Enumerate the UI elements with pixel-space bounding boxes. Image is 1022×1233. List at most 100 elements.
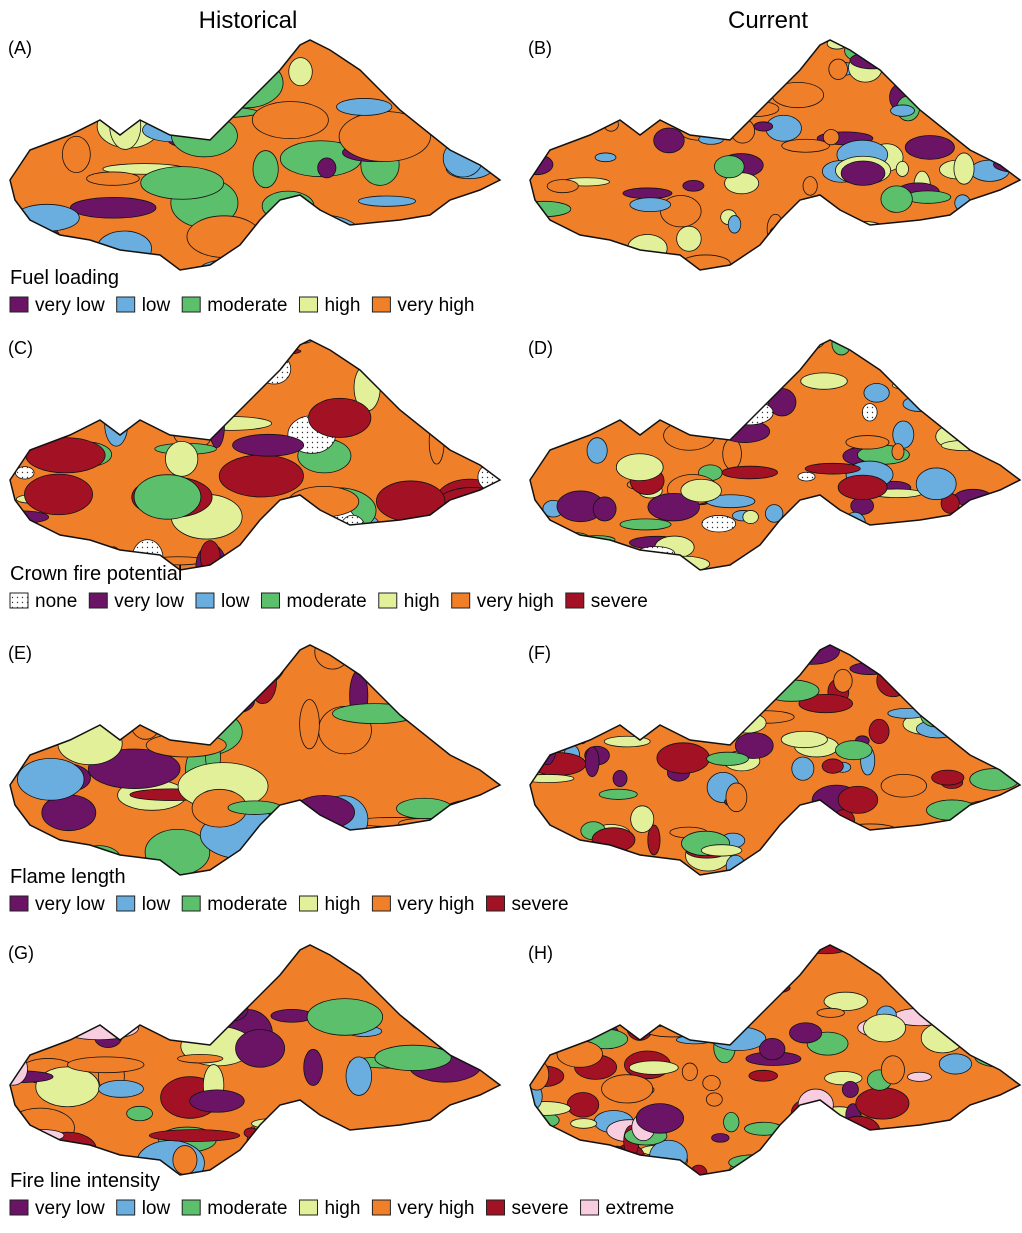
map-patch [533, 680, 576, 700]
map-patch [576, 968, 597, 976]
map-patch [968, 418, 1008, 446]
map-patch [955, 195, 970, 211]
map-patch [937, 555, 982, 566]
map-patch [791, 208, 845, 229]
map-patch [895, 342, 931, 367]
map-patch [681, 479, 722, 502]
map-patch [723, 438, 742, 469]
map-patch [396, 798, 452, 819]
map-patch [734, 54, 774, 72]
map-patch [641, 70, 691, 101]
map-patch [861, 235, 911, 262]
map-patch [519, 84, 548, 97]
map-patch [431, 996, 508, 1038]
map-patch [676, 674, 723, 697]
map-patch [670, 389, 686, 417]
map-patch [613, 770, 627, 786]
map-patch [936, 844, 973, 864]
map-patch [124, 360, 167, 388]
panel-label: (E) [8, 643, 32, 663]
map-patch [829, 59, 848, 79]
map-patch [177, 1054, 222, 1063]
map-patch [583, 104, 616, 125]
map-patch [844, 512, 865, 534]
map-patch [543, 95, 560, 113]
map-patch [279, 1125, 298, 1155]
legend-title: Crown fire potential [10, 563, 182, 585]
legend-swatch [10, 1200, 28, 1215]
legend-swatch [372, 297, 390, 312]
map-patch [424, 849, 453, 882]
map-patch [146, 733, 226, 757]
legend-label: very high [397, 1198, 474, 1219]
legend-swatch [182, 1200, 200, 1215]
map-patch [689, 949, 703, 972]
map-patch [789, 331, 825, 350]
map-patch [950, 36, 962, 64]
map-patch [677, 643, 695, 669]
legend-swatch [261, 593, 279, 608]
map-patch [840, 1147, 873, 1156]
map-patch [803, 177, 817, 196]
legend-label: very low [35, 295, 105, 316]
map-patch [984, 1141, 1001, 1152]
map-patch [947, 707, 984, 721]
map-patch [44, 938, 116, 971]
map-patch [727, 330, 763, 357]
legend-label: moderate [207, 894, 287, 915]
map-patch [863, 1014, 905, 1042]
map-patch [596, 679, 613, 691]
legend-label: moderate [207, 1198, 287, 1219]
legend-label: high [404, 591, 440, 612]
map-patch [192, 922, 279, 972]
map-patch [652, 337, 675, 362]
map-patch [698, 325, 720, 356]
map-patch [987, 540, 1009, 552]
map [0, 627, 513, 892]
panel-label: (C) [8, 338, 33, 358]
map-patch [115, 53, 149, 61]
map-patch [832, 333, 851, 355]
legend-label: moderate [207, 295, 287, 316]
map-patch [683, 180, 704, 191]
map-patch [754, 690, 767, 712]
map-patch [515, 357, 564, 381]
map-patch [173, 1146, 197, 1175]
map-patch [906, 674, 951, 690]
legend-label: low [142, 894, 171, 915]
map-patch [951, 427, 999, 438]
map-patch [856, 1088, 909, 1119]
map-patch [839, 221, 890, 245]
map-patch [749, 1070, 778, 1081]
map [510, 34, 1022, 277]
map-patch [430, 1008, 509, 1035]
map-patch [846, 436, 889, 449]
map-patch [519, 561, 550, 571]
legend-label: low [142, 295, 171, 316]
map-patch [798, 1089, 833, 1121]
legend-label: severe [512, 894, 569, 915]
map-patch [592, 44, 646, 54]
map-patch [97, 231, 152, 266]
panel-label: (B) [528, 38, 552, 58]
map-patch [902, 68, 945, 90]
map-patch [586, 972, 635, 996]
map-patch [315, 635, 350, 669]
map-patch [939, 1054, 971, 1074]
map-patch [515, 1001, 544, 1016]
map-patch [583, 958, 604, 966]
map-patch [472, 53, 502, 97]
map-patch [881, 1056, 904, 1084]
map-patch [688, 956, 718, 986]
map-patch [70, 197, 156, 218]
legend-label: very high [477, 591, 554, 612]
map-patch [892, 549, 923, 565]
map-patch [677, 704, 713, 720]
map-patch [383, 337, 454, 374]
legend-label: low [221, 591, 250, 612]
map-patch [906, 649, 945, 675]
legend-swatch [379, 593, 397, 608]
map-patch [26, 438, 105, 473]
map-patch [293, 795, 355, 829]
legend-swatch [117, 1200, 135, 1215]
